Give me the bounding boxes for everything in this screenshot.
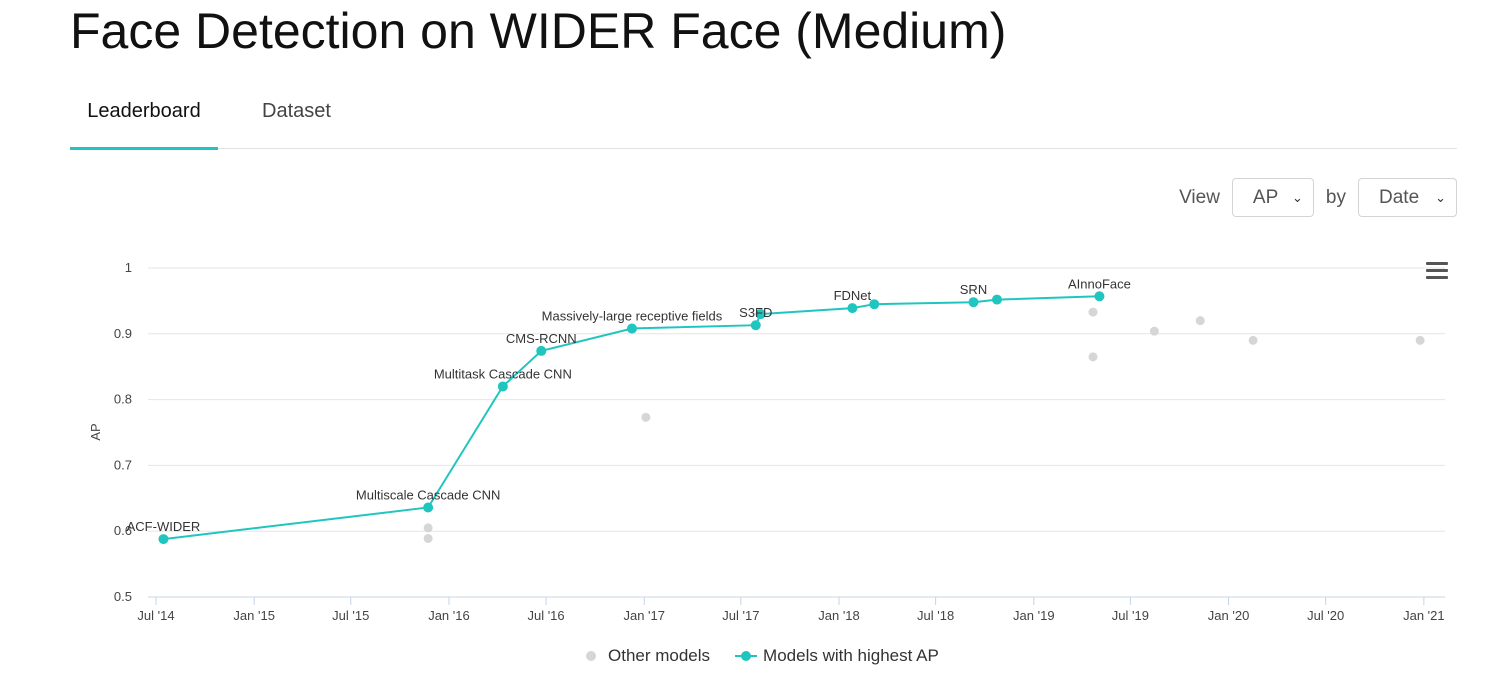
y-axis-label: AP <box>88 423 103 440</box>
other-model-point <box>641 412 651 422</box>
data-point-label: CMS-RCNN <box>506 331 577 346</box>
x-tick-label: Jul '18 <box>917 608 954 623</box>
best-model-point <box>847 303 858 314</box>
legend-other-models[interactable]: Other models <box>586 646 710 666</box>
sort-by-select-value: Date <box>1379 186 1420 208</box>
best-model-point <box>755 309 766 320</box>
y-tick-label: 0.6 <box>114 523 132 538</box>
tab-bar: Leaderboard Dataset <box>70 88 1457 150</box>
x-tick-label: Jan '18 <box>818 608 860 623</box>
x-tick-label: Jul '20 <box>1307 608 1344 623</box>
y-tick-label: 1 <box>125 260 132 275</box>
best-model-point <box>869 299 880 310</box>
other-model-point <box>1149 326 1159 336</box>
chart-legend: Other models Models with highest AP <box>586 646 939 666</box>
page-title: Face Detection on WIDER Face (Medium) <box>70 3 1007 59</box>
x-tick-label: Jan '17 <box>623 608 665 623</box>
best-model-point <box>423 502 434 513</box>
data-point-label: ACF-WIDER <box>127 519 201 534</box>
legend-best-label: Models with highest AP <box>763 646 939 665</box>
view-controls: View AP ⌄ by Date ⌄ <box>1179 177 1457 218</box>
data-point-label: AInnoFace <box>1068 276 1131 291</box>
other-model-point <box>1088 352 1098 362</box>
x-tick-label: Jan '20 <box>1208 608 1250 623</box>
y-tick-label: 0.9 <box>114 326 132 341</box>
best-model-point <box>626 323 637 334</box>
legend-line-icon <box>735 651 758 661</box>
data-point-label: S3FD <box>739 305 772 320</box>
best-model-point <box>536 345 547 356</box>
other-model-point <box>1248 335 1258 345</box>
data-point-label: FDNet <box>834 288 872 303</box>
x-tick-label: Jan '19 <box>1013 608 1055 623</box>
best-model-point <box>991 294 1002 305</box>
chart-menu-icon[interactable] <box>1426 262 1448 280</box>
other-model-point <box>1088 307 1098 317</box>
x-tick-label: Jan '21 <box>1403 608 1445 623</box>
legend-best-models[interactable]: Models with highest AP <box>735 646 939 666</box>
view-label: View <box>1179 186 1220 208</box>
y-tick-label: 0.8 <box>114 392 132 407</box>
x-tick-label: Jan '15 <box>233 608 275 623</box>
metric-select[interactable]: AP ⌄ <box>1231 178 1314 217</box>
x-tick-label: Jan '16 <box>428 608 470 623</box>
metric-select-value: AP <box>1252 186 1279 208</box>
best-model-point <box>158 534 169 545</box>
other-model-point <box>1415 335 1425 345</box>
chevron-down-icon: ⌄ <box>1435 189 1446 205</box>
data-point-label: Massively-large receptive fields <box>542 309 723 324</box>
data-point-label: Multiscale Cascade CNN <box>356 488 501 503</box>
y-tick-label: 0.7 <box>114 457 132 472</box>
x-tick-label: Jul '19 <box>1112 608 1149 623</box>
y-tick-label: 0.5 <box>114 589 132 604</box>
other-model-point <box>423 533 433 543</box>
by-label: by <box>1325 186 1346 208</box>
best-model-point <box>497 381 508 392</box>
sort-by-select[interactable]: Date ⌄ <box>1358 178 1457 217</box>
tab-dataset[interactable]: Dataset <box>262 100 331 122</box>
legend-other-label: Other models <box>608 646 711 665</box>
sota-chart: 0.5 0.6 0.7 0.8 0.9 1 Jul '14 Jan '15 Jul '15 Jan… <box>88 260 1445 623</box>
x-tick-label: Jul '15 <box>332 608 369 623</box>
other-model-point <box>1195 316 1205 326</box>
x-tick-label: Jul '17 <box>722 608 759 623</box>
best-model-point <box>968 297 979 308</box>
chevron-down-icon: ⌄ <box>1292 189 1303 205</box>
data-point-label: Multitask Cascade CNN <box>434 366 572 381</box>
tab-leaderboard[interactable]: Leaderboard <box>70 100 218 150</box>
x-tick-label: Jul '14 <box>137 608 174 623</box>
other-model-point <box>423 523 433 533</box>
best-model-point <box>750 320 761 331</box>
data-point-label: SRN <box>960 282 987 297</box>
best-model-point <box>1094 291 1105 302</box>
x-tick-label: Jul '16 <box>527 608 564 623</box>
legend-dot-icon <box>586 651 596 661</box>
